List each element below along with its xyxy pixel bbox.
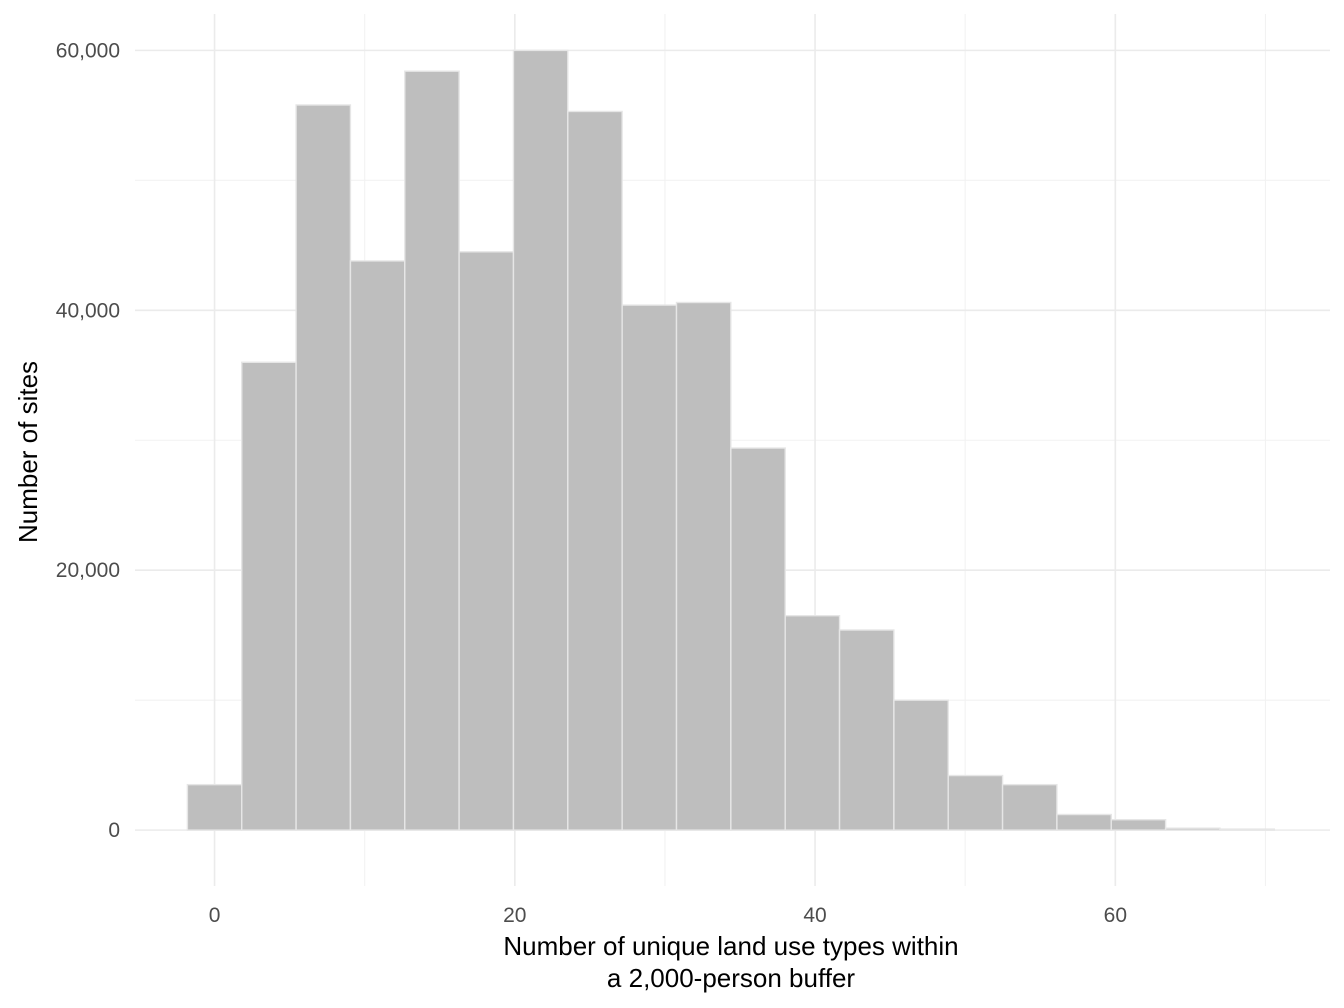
histogram-bar bbox=[458, 251, 515, 831]
x-axis-title-line-1: Number of unique land use types within bbox=[503, 931, 958, 961]
histogram-bar bbox=[784, 614, 841, 831]
histogram-bar bbox=[947, 774, 1004, 831]
y-tick-label: 40,000 bbox=[56, 299, 120, 322]
histogram-bar bbox=[241, 361, 297, 831]
histogram-bar bbox=[838, 629, 895, 831]
histogram-bar bbox=[1001, 783, 1058, 831]
histogram-bar bbox=[893, 699, 949, 831]
histogram-bar bbox=[1110, 819, 1167, 831]
x-tick-label: 0 bbox=[209, 904, 221, 927]
histogram-bar bbox=[1056, 813, 1112, 831]
x-axis-title-line-2: a 2,000-person buffer bbox=[607, 963, 855, 993]
histogram-bar bbox=[730, 447, 786, 831]
histogram-bar bbox=[404, 70, 460, 831]
histogram-bar bbox=[349, 260, 406, 831]
histogram-bar bbox=[621, 304, 678, 831]
histogram-bar bbox=[675, 301, 732, 831]
y-axis-ticks: 0 20,000 40,000 60,000 bbox=[56, 39, 120, 842]
y-axis-title: Number of sites bbox=[13, 361, 43, 543]
x-tick-label: 40 bbox=[803, 904, 826, 927]
histogram-bar bbox=[512, 49, 569, 831]
x-tick-label: 60 bbox=[1104, 904, 1127, 927]
x-axis-ticks: 0 20 40 60 bbox=[209, 904, 1127, 927]
histogram-bar bbox=[567, 110, 623, 831]
histogram-bars bbox=[186, 49, 1276, 831]
y-tick-label: 20,000 bbox=[56, 559, 120, 582]
histogram-bar bbox=[295, 104, 352, 831]
x-tick-label: 20 bbox=[503, 904, 526, 927]
y-tick-label: 0 bbox=[108, 819, 120, 842]
histogram-bar bbox=[186, 783, 243, 831]
y-tick-label: 60,000 bbox=[56, 39, 120, 62]
histogram-bar bbox=[1219, 828, 1276, 831]
histogram-bar bbox=[1164, 827, 1221, 831]
